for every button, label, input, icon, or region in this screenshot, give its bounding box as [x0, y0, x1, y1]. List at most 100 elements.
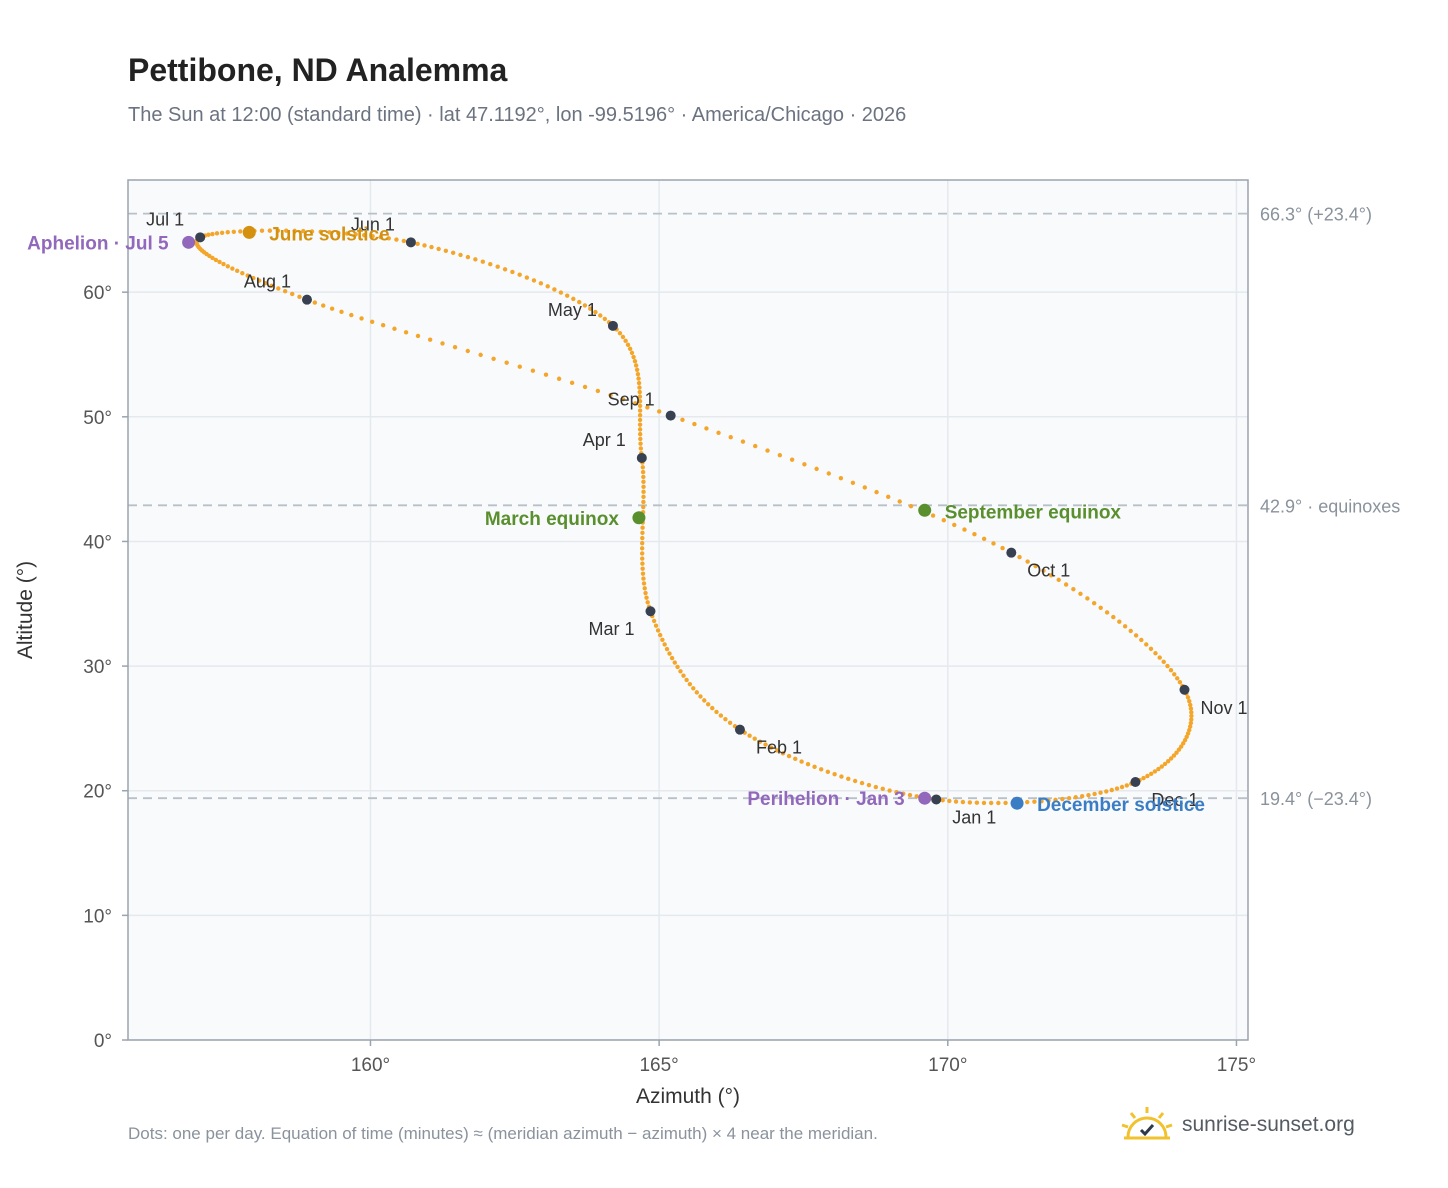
daily-dot: [214, 231, 220, 236]
daily-dot: [1041, 568, 1046, 573]
daily-dot: [644, 595, 649, 600]
month-label: Apr 1: [583, 430, 626, 450]
daily-dot: [635, 371, 641, 377]
daily-dot: [636, 376, 641, 381]
daily-dot: [1078, 591, 1083, 597]
daily-dot: [757, 739, 763, 744]
daily-dot: [1128, 628, 1133, 634]
daily-dot: [473, 257, 478, 262]
plot-area: [128, 180, 1248, 1040]
daily-dot: [641, 474, 646, 480]
daily-dot: [747, 733, 752, 738]
daily-dot: [681, 673, 686, 678]
daily-dot: [710, 705, 715, 711]
daily-dot: [1188, 706, 1194, 711]
daily-dot: [687, 681, 693, 687]
month-label: Oct 1: [1027, 561, 1070, 581]
y-tick-label: 30°: [83, 657, 112, 678]
daily-dot: [1165, 663, 1170, 669]
daily-dot: [488, 261, 493, 267]
daily-dot: [873, 784, 879, 790]
daily-dot: [569, 380, 575, 386]
daily-dot: [825, 769, 831, 775]
daily-dot: [349, 312, 354, 318]
daily-dot: [1178, 744, 1184, 749]
x-tick-label: 160°: [351, 1055, 390, 1076]
daily-dot: [221, 261, 226, 267]
daily-dot: [517, 364, 522, 369]
daily-dot: [1003, 800, 1008, 806]
daily-dot: [1025, 559, 1030, 564]
month-label: Feb 1: [756, 738, 802, 758]
daily-dot: [353, 232, 358, 237]
daily-dot: [1046, 798, 1051, 803]
daily-dot: [1025, 799, 1030, 805]
daily-dot: [637, 394, 643, 399]
daily-dot: [517, 272, 522, 277]
daily-dot: [602, 316, 608, 322]
daily-dot: [1119, 784, 1125, 790]
daily-dot: [908, 503, 914, 509]
daily-dot: [359, 316, 364, 321]
daily-dot: [1122, 624, 1128, 629]
daily-dot: [1189, 710, 1194, 715]
daily-dot: [637, 389, 642, 395]
daily-dot: [251, 275, 256, 281]
daily-dot: [846, 776, 851, 782]
daily-dot: [981, 536, 987, 542]
x-tick-label: 165°: [639, 1055, 678, 1076]
daily-dot: [839, 774, 844, 779]
daily-dot: [645, 600, 650, 605]
daily-dot: [765, 448, 770, 453]
daily-dot: [1032, 799, 1037, 804]
daily-dot: [850, 480, 856, 485]
daily-dot: [753, 443, 758, 449]
daily-dot: [309, 229, 315, 234]
daily-dot: [1091, 600, 1097, 606]
daily-dot: [640, 525, 645, 530]
chart-title: Pettibone, ND Analemma: [128, 52, 508, 88]
daily-dot: [718, 713, 724, 718]
daily-dot: [960, 799, 966, 805]
y-tick-label: 40°: [83, 532, 112, 553]
daily-dot: [640, 469, 646, 475]
daily-dot: [637, 417, 643, 423]
daily-dot: [640, 540, 645, 546]
daily-dot: [692, 421, 697, 427]
daily-dot: [369, 319, 375, 324]
daily-dot: [504, 360, 509, 365]
event-label: December solstice: [1037, 795, 1205, 816]
daily-dot: [651, 618, 657, 624]
daily-dot: [640, 556, 645, 561]
y-axis-label: Altitude (°): [14, 561, 37, 659]
daily-dot: [245, 273, 250, 278]
daily-dot: [996, 800, 1001, 806]
daily-dot: [887, 788, 892, 793]
month-marker: [636, 452, 647, 463]
month-marker: [195, 232, 206, 243]
daily-dot: [275, 228, 281, 233]
daily-dot: [1168, 756, 1174, 761]
daily-dot: [312, 300, 318, 305]
daily-dot: [641, 581, 647, 586]
daily-dot: [436, 246, 441, 252]
daily-dot: [874, 489, 879, 495]
daily-dot: [415, 333, 421, 339]
daily-dot: [427, 337, 433, 342]
daily-dot: [640, 561, 645, 566]
daily-dot: [941, 518, 946, 523]
brand-logo[interactable]: sunrise-sunset.org: [1120, 1100, 1355, 1150]
daily-dot: [789, 457, 795, 462]
daily-dot: [637, 427, 643, 432]
daily-dot: [465, 254, 471, 260]
reference-line-label: 42.9° · equinoxes: [1260, 496, 1400, 516]
daily-dot: [972, 532, 977, 537]
daily-dot: [1184, 734, 1189, 740]
daily-dot: [638, 441, 643, 446]
daily-dot: [318, 229, 323, 235]
daily-dot: [1189, 717, 1194, 722]
daily-dot: [1079, 794, 1085, 799]
daily-dot: [225, 230, 230, 235]
daily-dot: [702, 698, 707, 703]
daily-dot: [1092, 791, 1097, 797]
